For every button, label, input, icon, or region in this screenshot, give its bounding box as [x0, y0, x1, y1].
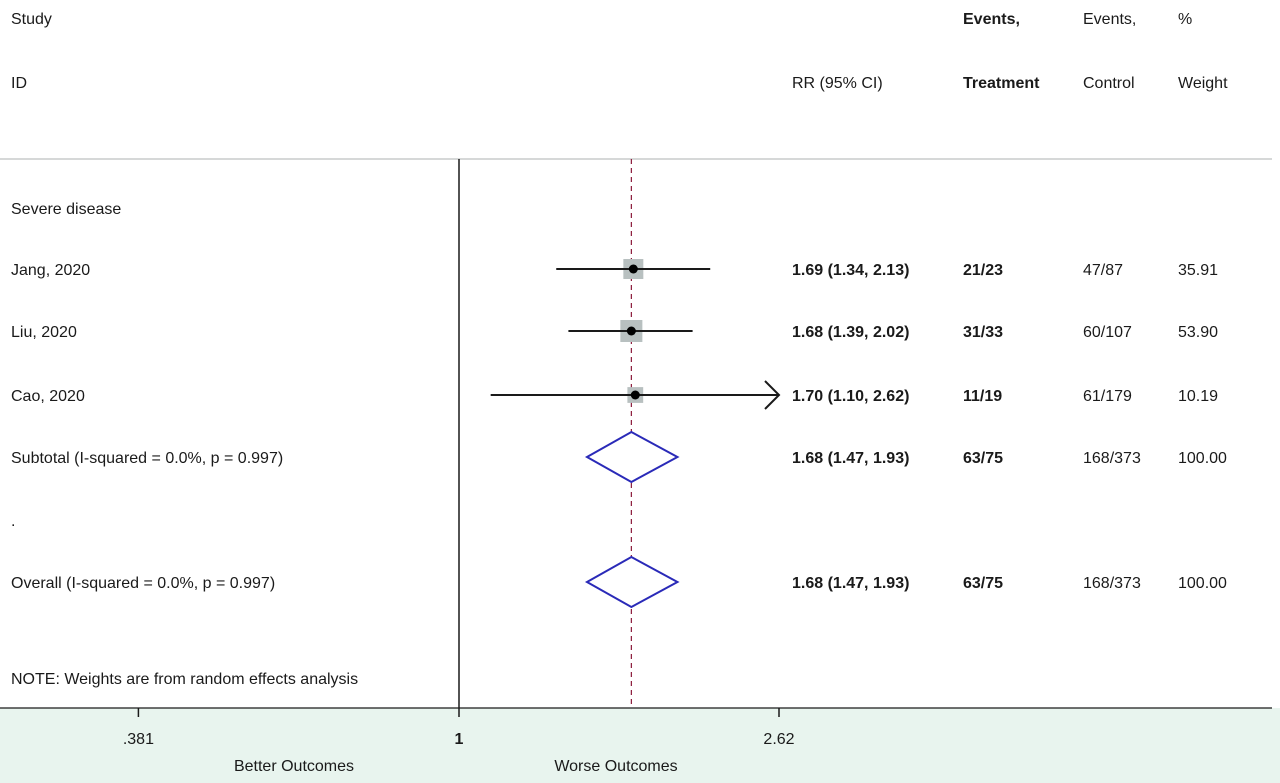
x-left-label: Better Outcomes — [234, 758, 354, 775]
events-treatment: 31/33 — [963, 324, 1003, 341]
overall-diamond — [584, 555, 680, 609]
header-weight-2: Weight — [1178, 75, 1228, 92]
header-weight-1: % — [1178, 11, 1192, 28]
events-control: 61/179 — [1083, 388, 1132, 405]
x-tick-label: 2.62 — [763, 731, 794, 748]
subtotal-diamond — [584, 430, 680, 484]
axis-band — [0, 708, 1280, 783]
events-treatment: 63/75 — [963, 450, 1003, 467]
study-label: Cao, 2020 — [11, 388, 85, 405]
events-control: 168/373 — [1083, 575, 1141, 592]
weight-value: 10.19 — [1178, 388, 1218, 405]
point-estimate — [630, 390, 640, 400]
point-estimate — [628, 264, 638, 274]
header-events-control-1: Events, — [1083, 11, 1136, 28]
header-rr: RR (95% CI) — [792, 75, 883, 92]
events-control: 47/87 — [1083, 262, 1123, 279]
weight-value: 100.00 — [1178, 450, 1227, 467]
events-treatment: 21/23 — [963, 262, 1003, 279]
header-events-treatment-2: Treatment — [963, 75, 1040, 92]
study-label: Jang, 2020 — [11, 262, 90, 279]
events-control: 168/373 — [1083, 450, 1141, 467]
header-events-treatment-1: Events, — [963, 11, 1020, 28]
rr-value: 1.68 (1.47, 1.93) — [792, 575, 909, 592]
rr-value: 1.68 (1.47, 1.93) — [792, 450, 909, 467]
x-tick-label: 1 — [455, 731, 464, 748]
subtotal-label: Subtotal (I-squared = 0.0%, p = 0.997) — [11, 450, 283, 467]
rr-value: 1.68 (1.39, 2.02) — [792, 324, 909, 341]
overall-row: Overall (I-squared = 0.0%, p = 0.997) 1.6… — [11, 555, 1227, 609]
weight-value: 53.90 — [1178, 324, 1218, 341]
weight-value: 100.00 — [1178, 575, 1227, 592]
weight-value: 35.91 — [1178, 262, 1218, 279]
header-id: ID — [11, 75, 27, 92]
events-treatment: 11/19 — [963, 388, 1002, 405]
subtotal-row: Subtotal (I-squared = 0.0%, p = 0.997) 1.… — [11, 430, 1227, 484]
overall-label: Overall (I-squared = 0.0%, p = 0.997) — [11, 575, 275, 592]
header-study: Study — [11, 11, 52, 28]
study-row: Liu, 2020 1.68 (1.39, 2.02) 31/33 60/107 53.… — [11, 319, 1218, 343]
subgroup-label: Severe disease — [11, 201, 121, 218]
point-estimate — [626, 326, 636, 336]
x-tick-label: .381 — [123, 731, 154, 748]
study-row: Jang, 2020 1.69 (1.34, 2.13) 21/23 47/87 35.… — [11, 259, 1218, 279]
events-treatment: 63/75 — [963, 575, 1003, 592]
study-row: Cao, 2020 1.70 (1.10, 2.62) 11/19 61/179 10.… — [11, 380, 1218, 410]
x-right-label: Worse Outcomes — [554, 758, 677, 775]
study-label: Liu, 2020 — [11, 324, 77, 341]
rr-value: 1.69 (1.34, 2.13) — [792, 262, 909, 279]
events-control: 60/107 — [1083, 324, 1132, 341]
header-events-control-2: Control — [1083, 75, 1135, 92]
spacer-dot: . — [11, 513, 15, 530]
rr-value: 1.70 (1.10, 2.62) — [792, 388, 909, 405]
weights-note: NOTE: Weights are from random effects an… — [11, 671, 358, 688]
ci-arrow — [764, 380, 781, 410]
